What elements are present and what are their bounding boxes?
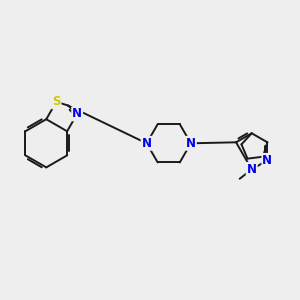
Text: N: N — [72, 107, 82, 120]
Text: N: N — [262, 154, 272, 167]
Text: S: S — [52, 95, 61, 108]
Text: N: N — [142, 137, 152, 150]
Text: N: N — [247, 163, 257, 176]
Text: N: N — [186, 137, 196, 150]
